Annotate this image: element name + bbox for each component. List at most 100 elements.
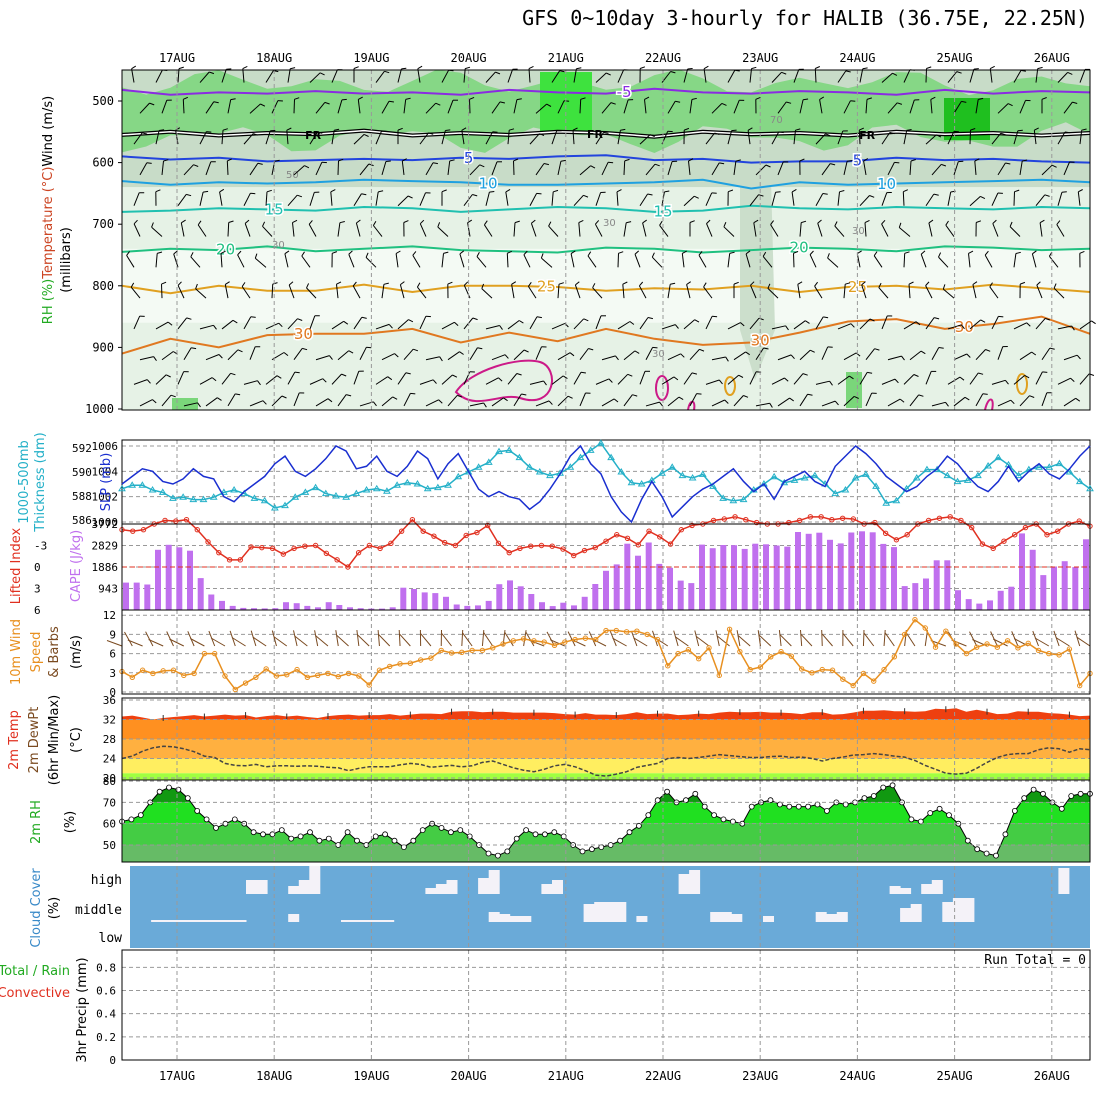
wind-barb (791, 191, 795, 206)
wind-barb-flag (753, 219, 759, 224)
wind-barb-flag (869, 318, 875, 322)
wind-barb (242, 68, 245, 83)
wind-barb (594, 223, 603, 237)
wind-barb-flag (142, 132, 148, 135)
wind-barb (139, 102, 150, 114)
wind-barb-flag (686, 281, 691, 285)
wind-barb (287, 194, 298, 207)
rh-fill-band (122, 844, 1090, 862)
data-point (692, 790, 699, 797)
data-point (231, 816, 238, 823)
wind-barb (425, 102, 437, 114)
wind-barb (315, 398, 329, 407)
wind-barb-flag (230, 98, 236, 101)
wind-barb (557, 161, 562, 176)
data-point (284, 672, 290, 678)
data-point (297, 833, 304, 840)
wind-barb (529, 380, 544, 385)
wind-barb-flag (1067, 71, 1073, 75)
wind-barb-flag (735, 159, 741, 162)
wind-barb (195, 288, 207, 299)
wind-barb (799, 99, 804, 114)
wind-barb (381, 396, 394, 407)
wind-barb (535, 163, 545, 176)
wind-barb (441, 130, 446, 145)
wind-barb-flag (469, 96, 475, 100)
surface-wind-barb (549, 639, 566, 647)
data-point (189, 495, 198, 503)
wind-barb-flag (769, 402, 773, 408)
cape-bar (485, 600, 492, 610)
wind-barb (227, 393, 236, 407)
data-point (270, 504, 279, 511)
wind-barb (293, 392, 300, 407)
data-point (269, 545, 276, 552)
cape-bar (677, 580, 684, 610)
data-point (220, 488, 228, 495)
data-point (994, 644, 1001, 650)
wind-barb-flag (432, 162, 438, 165)
slp-tick-label: 1002 (92, 491, 119, 504)
wind-barb (573, 371, 582, 385)
wind-barb (1035, 68, 1039, 83)
cloud-high-cell (446, 880, 458, 894)
wind-barb-flag (966, 353, 971, 358)
wind-barb (447, 351, 460, 361)
cloud-high-cell (541, 884, 553, 894)
wind-barb (243, 316, 252, 330)
wind-axis-label: 10m Wind (9, 619, 24, 685)
wind-barb-flag (353, 66, 359, 69)
wind-barb-flag (155, 189, 161, 193)
cape-bar (699, 544, 705, 610)
data-point (968, 524, 975, 531)
wind-barb (463, 68, 466, 83)
wind-barb (573, 318, 585, 330)
wind-barb-flag (410, 392, 416, 395)
wind-barb-flag (562, 375, 568, 380)
wind-barb-flag (322, 378, 327, 383)
data-point (158, 488, 167, 495)
thickness-tick-label: 586 (72, 514, 92, 527)
wind-barb (375, 131, 382, 145)
wind-barb-flag (435, 102, 441, 106)
surface-wind-barb (273, 636, 288, 647)
wind-barb-flag (358, 96, 363, 100)
wind-barb (903, 130, 908, 145)
wind-barb (617, 69, 625, 83)
data-point (469, 647, 475, 654)
wind-barb (527, 286, 537, 299)
wind-barb-flag (802, 373, 808, 376)
surface-wind-barb (969, 631, 978, 647)
data-point (872, 482, 880, 489)
cape-bar (1019, 533, 1025, 610)
wind-barb-flag (763, 347, 769, 350)
wind-barb-flag (605, 72, 611, 76)
data-point (250, 829, 257, 836)
data-point (1055, 528, 1061, 534)
wind-barb (381, 161, 387, 176)
data-point (494, 852, 501, 859)
wind-barb (1019, 161, 1023, 175)
wind-barb-flag (784, 377, 789, 382)
wind-barb (749, 371, 757, 385)
wind-barb-flag (936, 134, 942, 138)
data-point (668, 463, 677, 470)
data-point (495, 447, 503, 455)
wind-barb (733, 161, 737, 175)
data-point (291, 493, 300, 500)
wind-barb (528, 68, 531, 83)
data-point (947, 514, 953, 520)
wind-barb (1057, 131, 1066, 145)
data-point (447, 829, 454, 836)
wind-barb-flag (781, 71, 787, 75)
surface-wind-barb (210, 637, 226, 647)
data-point (1015, 645, 1021, 651)
wind-barb-flag (964, 396, 970, 401)
wind-barb-flag (408, 319, 414, 323)
wind-barb (689, 99, 693, 114)
wind-barb (928, 222, 933, 237)
cloud-middle-cell (826, 914, 838, 922)
data-point (841, 486, 850, 493)
data-point (623, 629, 630, 635)
wind-barb-flag (675, 100, 681, 103)
